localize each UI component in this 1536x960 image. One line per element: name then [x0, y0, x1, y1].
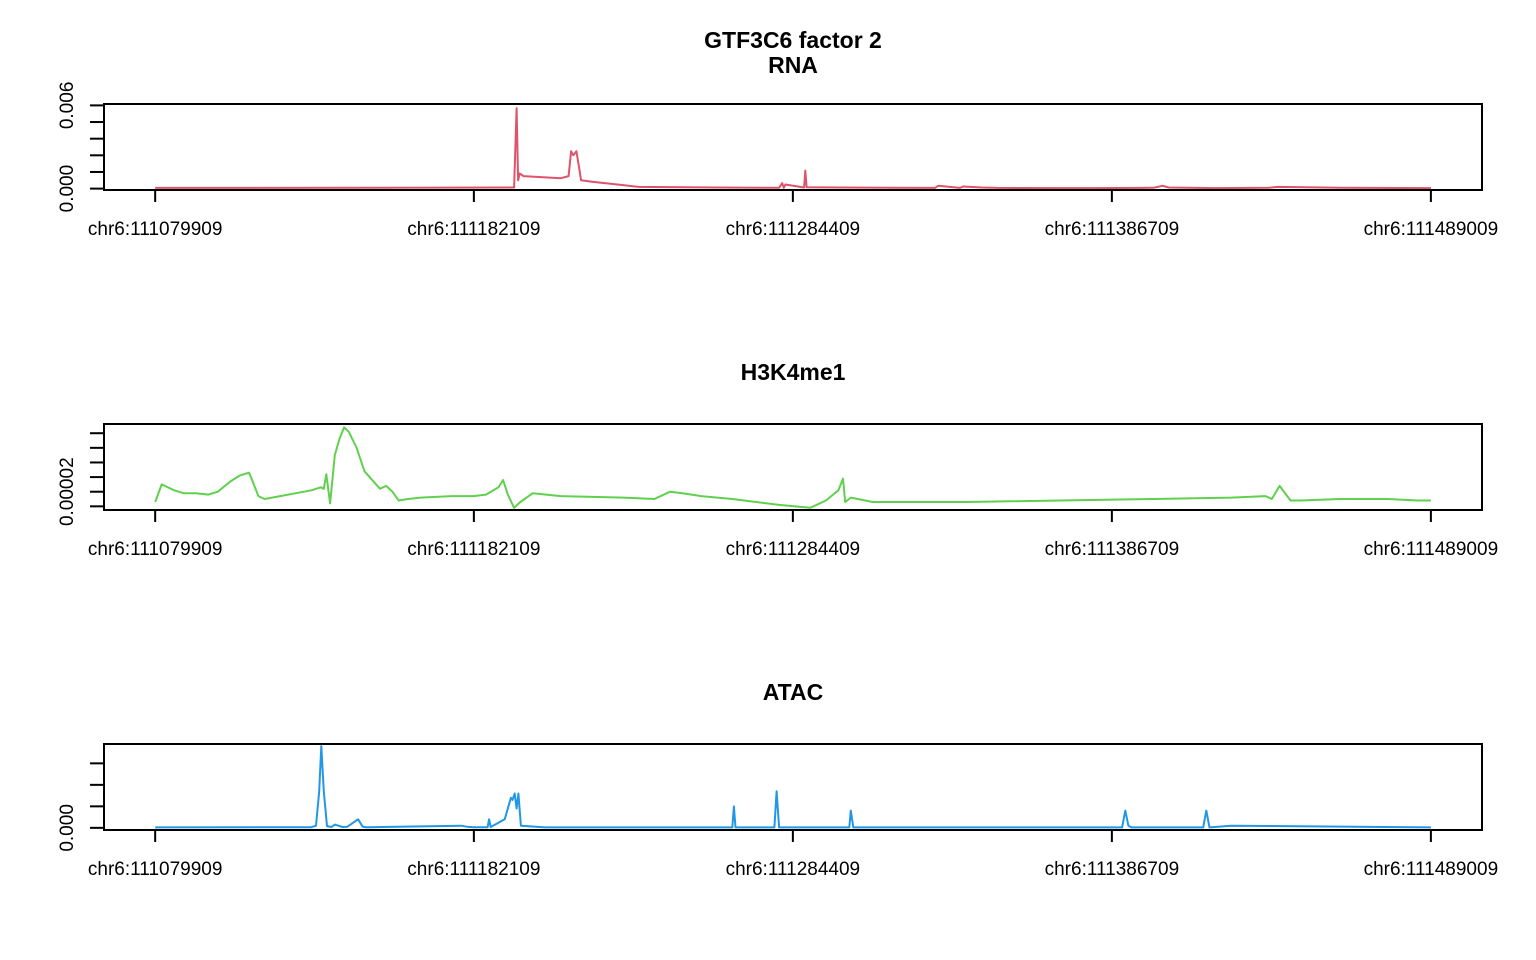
plot-frame [103, 743, 1483, 831]
x-tick-label: chr6:111284409 [726, 219, 861, 240]
plot-frame [103, 423, 1483, 511]
x-tick-label: chr6:111182109 [407, 859, 540, 880]
figure-title: GTF3C6 factor 2 [704, 27, 882, 53]
x-tick-label: chr6:111182109 [407, 219, 540, 240]
y-tick-label: 0.00002 [57, 457, 78, 526]
x-tick-label: chr6:111182109 [407, 539, 540, 560]
y-tick-label: 0.000 [57, 165, 78, 213]
x-tick-label: chr6:111489009 [1364, 219, 1499, 240]
plot-frame [103, 103, 1483, 191]
x-tick-label: chr6:111386709 [1045, 859, 1180, 880]
x-tick-label: chr6:111079909 [88, 859, 223, 880]
series-line-h3k4me1 [154, 426, 1431, 509]
panel-h3k4me1: H3K4me1 chr6:111079909 chr6:111182109 chr6:… [57, 359, 1498, 560]
panel-title: RNA [768, 52, 818, 78]
panel-rna: RNA chr6:111079909 chr6:111182109 chr6:1112… [57, 52, 1498, 240]
x-tick-label: chr6:111079909 [88, 219, 223, 240]
y-tick-label: 0.006 [57, 82, 78, 130]
x-tick-label: chr6:111386709 [1045, 539, 1180, 560]
x-tick-label: chr6:111489009 [1364, 539, 1499, 560]
panel-atac: ATAC chr6:111079909 chr6:111182109 chr6:111… [57, 679, 1498, 880]
y-tick-label: 0.000 [57, 804, 78, 852]
panel-title: H3K4me1 [741, 359, 846, 385]
x-tick-label: chr6:111284409 [726, 859, 861, 880]
x-tick-label: chr6:111489009 [1364, 859, 1499, 880]
x-tick-label: chr6:111284409 [726, 539, 861, 560]
x-tick-label: chr6:111079909 [88, 539, 223, 560]
panels: RNA chr6:111079909 chr6:111182109 chr6:1112… [57, 52, 1498, 880]
x-tick-label: chr6:111386709 [1045, 219, 1180, 240]
series-line-rna [155, 107, 1431, 190]
panel-title: ATAC [763, 679, 823, 705]
series-line-atac [155, 745, 1431, 829]
